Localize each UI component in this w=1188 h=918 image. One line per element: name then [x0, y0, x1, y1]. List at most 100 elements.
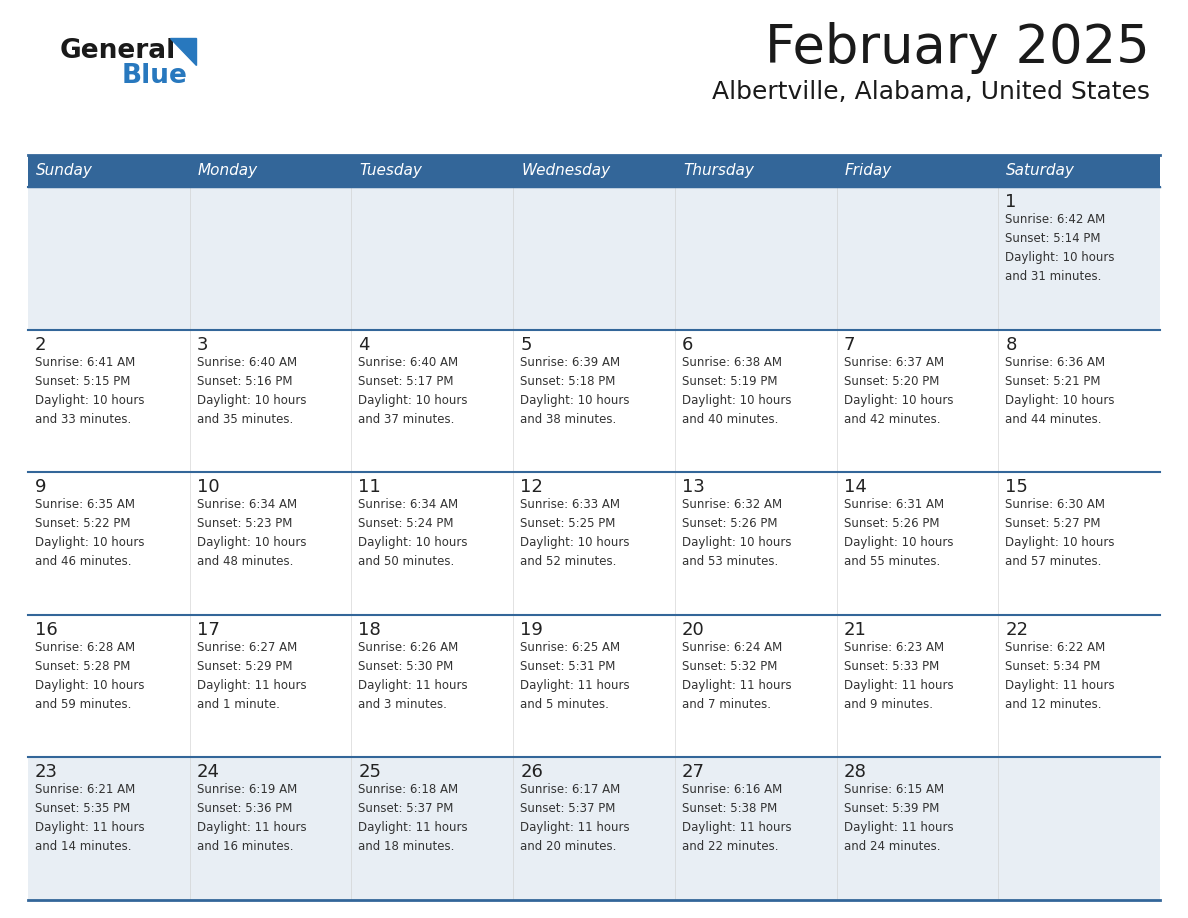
- Text: Wednesday: Wednesday: [522, 163, 611, 178]
- Text: 4: 4: [359, 336, 369, 353]
- Text: 14: 14: [843, 478, 866, 497]
- Text: Saturday: Saturday: [1006, 163, 1075, 178]
- Bar: [513, 615, 675, 757]
- Text: 27: 27: [682, 764, 704, 781]
- Text: Friday: Friday: [845, 163, 892, 178]
- Bar: [513, 472, 675, 615]
- Bar: [352, 187, 513, 330]
- Text: 1: 1: [1005, 193, 1017, 211]
- Bar: [836, 187, 998, 330]
- Bar: [352, 330, 513, 472]
- Bar: [513, 330, 675, 472]
- Text: Monday: Monday: [197, 163, 258, 178]
- Bar: [29, 615, 190, 757]
- Bar: [836, 472, 998, 615]
- Text: Sunrise: 6:30 AM
Sunset: 5:27 PM
Daylight: 10 hours
and 57 minutes.: Sunrise: 6:30 AM Sunset: 5:27 PM Dayligh…: [1005, 498, 1114, 568]
- Text: 21: 21: [843, 621, 866, 639]
- Bar: [190, 330, 352, 472]
- Bar: [998, 757, 1159, 900]
- Text: 17: 17: [197, 621, 220, 639]
- Text: Sunrise: 6:28 AM
Sunset: 5:28 PM
Daylight: 10 hours
and 59 minutes.: Sunrise: 6:28 AM Sunset: 5:28 PM Dayligh…: [34, 641, 145, 711]
- Bar: [352, 757, 513, 900]
- Text: Sunrise: 6:40 AM
Sunset: 5:16 PM
Daylight: 10 hours
and 35 minutes.: Sunrise: 6:40 AM Sunset: 5:16 PM Dayligh…: [197, 355, 307, 426]
- Text: Sunrise: 6:33 AM
Sunset: 5:25 PM
Daylight: 10 hours
and 52 minutes.: Sunrise: 6:33 AM Sunset: 5:25 PM Dayligh…: [520, 498, 630, 568]
- Text: 6: 6: [682, 336, 694, 353]
- Text: Sunday: Sunday: [36, 163, 93, 178]
- Text: Sunrise: 6:31 AM
Sunset: 5:26 PM
Daylight: 10 hours
and 55 minutes.: Sunrise: 6:31 AM Sunset: 5:26 PM Dayligh…: [843, 498, 953, 568]
- Text: February 2025: February 2025: [765, 22, 1150, 74]
- Text: Sunrise: 6:34 AM
Sunset: 5:23 PM
Daylight: 10 hours
and 48 minutes.: Sunrise: 6:34 AM Sunset: 5:23 PM Dayligh…: [197, 498, 307, 568]
- Bar: [29, 472, 190, 615]
- Text: 20: 20: [682, 621, 704, 639]
- Bar: [190, 472, 352, 615]
- Text: Sunrise: 6:36 AM
Sunset: 5:21 PM
Daylight: 10 hours
and 44 minutes.: Sunrise: 6:36 AM Sunset: 5:21 PM Dayligh…: [1005, 355, 1114, 426]
- Text: Tuesday: Tuesday: [360, 163, 422, 178]
- Bar: [998, 155, 1159, 187]
- Text: Sunrise: 6:22 AM
Sunset: 5:34 PM
Daylight: 11 hours
and 12 minutes.: Sunrise: 6:22 AM Sunset: 5:34 PM Dayligh…: [1005, 641, 1114, 711]
- Bar: [513, 187, 675, 330]
- Text: Sunrise: 6:32 AM
Sunset: 5:26 PM
Daylight: 10 hours
and 53 minutes.: Sunrise: 6:32 AM Sunset: 5:26 PM Dayligh…: [682, 498, 791, 568]
- Text: 23: 23: [34, 764, 58, 781]
- Text: Thursday: Thursday: [683, 163, 753, 178]
- Bar: [29, 187, 190, 330]
- Text: 10: 10: [197, 478, 220, 497]
- Bar: [190, 187, 352, 330]
- Bar: [352, 472, 513, 615]
- Bar: [190, 155, 352, 187]
- Text: Sunrise: 6:38 AM
Sunset: 5:19 PM
Daylight: 10 hours
and 40 minutes.: Sunrise: 6:38 AM Sunset: 5:19 PM Dayligh…: [682, 355, 791, 426]
- Bar: [675, 330, 836, 472]
- Bar: [998, 330, 1159, 472]
- Text: 26: 26: [520, 764, 543, 781]
- Bar: [836, 330, 998, 472]
- Text: Sunrise: 6:23 AM
Sunset: 5:33 PM
Daylight: 11 hours
and 9 minutes.: Sunrise: 6:23 AM Sunset: 5:33 PM Dayligh…: [843, 641, 953, 711]
- Text: Sunrise: 6:17 AM
Sunset: 5:37 PM
Daylight: 11 hours
and 20 minutes.: Sunrise: 6:17 AM Sunset: 5:37 PM Dayligh…: [520, 783, 630, 854]
- Bar: [513, 155, 675, 187]
- Bar: [675, 155, 836, 187]
- Text: 5: 5: [520, 336, 532, 353]
- Bar: [675, 757, 836, 900]
- Text: 19: 19: [520, 621, 543, 639]
- Bar: [998, 472, 1159, 615]
- Text: Sunrise: 6:40 AM
Sunset: 5:17 PM
Daylight: 10 hours
and 37 minutes.: Sunrise: 6:40 AM Sunset: 5:17 PM Dayligh…: [359, 355, 468, 426]
- Bar: [190, 615, 352, 757]
- Text: Sunrise: 6:37 AM
Sunset: 5:20 PM
Daylight: 10 hours
and 42 minutes.: Sunrise: 6:37 AM Sunset: 5:20 PM Dayligh…: [843, 355, 953, 426]
- Text: General: General: [61, 38, 176, 64]
- Text: Sunrise: 6:25 AM
Sunset: 5:31 PM
Daylight: 11 hours
and 5 minutes.: Sunrise: 6:25 AM Sunset: 5:31 PM Dayligh…: [520, 641, 630, 711]
- Text: Sunrise: 6:26 AM
Sunset: 5:30 PM
Daylight: 11 hours
and 3 minutes.: Sunrise: 6:26 AM Sunset: 5:30 PM Dayligh…: [359, 641, 468, 711]
- Bar: [352, 615, 513, 757]
- Text: 3: 3: [197, 336, 208, 353]
- Bar: [352, 155, 513, 187]
- Text: Sunrise: 6:42 AM
Sunset: 5:14 PM
Daylight: 10 hours
and 31 minutes.: Sunrise: 6:42 AM Sunset: 5:14 PM Dayligh…: [1005, 213, 1114, 283]
- Bar: [675, 615, 836, 757]
- Bar: [675, 187, 836, 330]
- Bar: [29, 757, 190, 900]
- Polygon shape: [170, 38, 196, 65]
- Bar: [675, 472, 836, 615]
- Text: Sunrise: 6:15 AM
Sunset: 5:39 PM
Daylight: 11 hours
and 24 minutes.: Sunrise: 6:15 AM Sunset: 5:39 PM Dayligh…: [843, 783, 953, 854]
- Text: 2: 2: [34, 336, 46, 353]
- Text: 12: 12: [520, 478, 543, 497]
- Bar: [513, 757, 675, 900]
- Text: Sunrise: 6:39 AM
Sunset: 5:18 PM
Daylight: 10 hours
and 38 minutes.: Sunrise: 6:39 AM Sunset: 5:18 PM Dayligh…: [520, 355, 630, 426]
- Bar: [998, 187, 1159, 330]
- Text: 18: 18: [359, 621, 381, 639]
- Text: 16: 16: [34, 621, 58, 639]
- Text: 13: 13: [682, 478, 704, 497]
- Text: Sunrise: 6:27 AM
Sunset: 5:29 PM
Daylight: 11 hours
and 1 minute.: Sunrise: 6:27 AM Sunset: 5:29 PM Dayligh…: [197, 641, 307, 711]
- Bar: [836, 155, 998, 187]
- Text: Sunrise: 6:21 AM
Sunset: 5:35 PM
Daylight: 11 hours
and 14 minutes.: Sunrise: 6:21 AM Sunset: 5:35 PM Dayligh…: [34, 783, 145, 854]
- Text: Sunrise: 6:41 AM
Sunset: 5:15 PM
Daylight: 10 hours
and 33 minutes.: Sunrise: 6:41 AM Sunset: 5:15 PM Dayligh…: [34, 355, 145, 426]
- Text: Albertville, Alabama, United States: Albertville, Alabama, United States: [712, 80, 1150, 104]
- Bar: [998, 615, 1159, 757]
- Text: Sunrise: 6:34 AM
Sunset: 5:24 PM
Daylight: 10 hours
and 50 minutes.: Sunrise: 6:34 AM Sunset: 5:24 PM Dayligh…: [359, 498, 468, 568]
- Text: 8: 8: [1005, 336, 1017, 353]
- Bar: [190, 757, 352, 900]
- Text: 15: 15: [1005, 478, 1028, 497]
- Text: 9: 9: [34, 478, 46, 497]
- Text: 25: 25: [359, 764, 381, 781]
- Text: 24: 24: [197, 764, 220, 781]
- Text: Sunrise: 6:35 AM
Sunset: 5:22 PM
Daylight: 10 hours
and 46 minutes.: Sunrise: 6:35 AM Sunset: 5:22 PM Dayligh…: [34, 498, 145, 568]
- Text: Sunrise: 6:16 AM
Sunset: 5:38 PM
Daylight: 11 hours
and 22 minutes.: Sunrise: 6:16 AM Sunset: 5:38 PM Dayligh…: [682, 783, 791, 854]
- Text: 11: 11: [359, 478, 381, 497]
- Text: 7: 7: [843, 336, 855, 353]
